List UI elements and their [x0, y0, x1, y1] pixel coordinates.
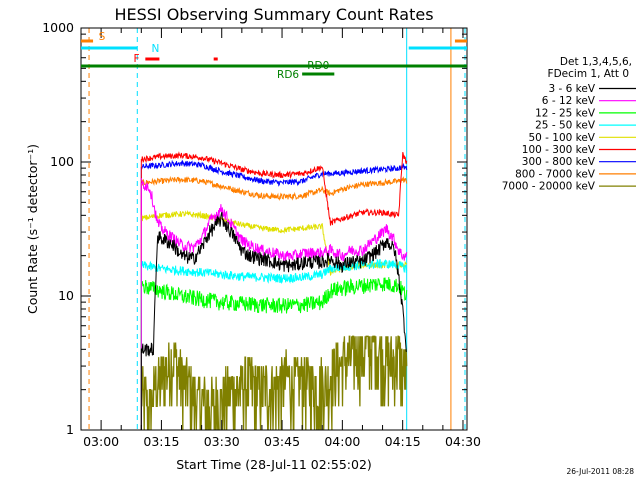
x-tick-label-1: 03:15 — [143, 434, 179, 449]
x-tick-label-3: 03:45 — [264, 434, 300, 449]
flag-label-rd6: RD6 — [277, 69, 299, 81]
x-axis-label: Start Time (28-Jul-11 02:55:02) — [176, 457, 372, 472]
y-tick-label-1: 10 — [58, 288, 74, 303]
legend-label-6: 300 - 800 keV — [522, 156, 596, 168]
series-line-12to25keV — [140, 277, 408, 314]
legend-label-3: 25 - 50 keV — [535, 120, 596, 132]
legend-label-8: 7000 - 20000 keV — [502, 181, 596, 193]
chart-title: HESSI Observing Summary Count Rates — [114, 5, 433, 24]
flag-label-f: F — [133, 53, 139, 65]
flag-label-rd0: RD0 — [307, 60, 329, 72]
legend: Det 1,3,4,5,6, FDecim 1, Att 0 3 - 6 keV… — [502, 56, 636, 193]
legend-label-4: 50 - 100 keV — [528, 132, 595, 144]
series-line-100to300keV — [140, 151, 408, 226]
x-tick-label-5: 04:15 — [385, 434, 421, 449]
y-tick-label-2: 100 — [50, 154, 74, 169]
series-line-800to7000keV — [140, 175, 408, 201]
flag-label-n: N — [151, 43, 159, 55]
y-tick-label-3: 1000 — [42, 20, 74, 35]
x-tick-label-2: 03:30 — [204, 434, 240, 449]
x-tick-label-6: 04:30 — [445, 434, 481, 449]
flag-label-s: S — [99, 31, 106, 43]
series-line-3to6keV — [140, 211, 407, 357]
x-tick-label-0: 03:00 — [83, 434, 119, 449]
series-line-7000to20000keV — [140, 335, 408, 430]
legend-label-5: 100 - 300 keV — [522, 144, 596, 156]
series-line-25to50keV — [140, 258, 408, 285]
legend-header-1: Det 1,3,4,5,6, — [560, 56, 632, 68]
plot-frame — [80, 27, 468, 431]
series-line-6to12keV — [140, 178, 408, 262]
legend-label-1: 6 - 12 keV — [542, 95, 596, 107]
timestamp: 26-Jul-2011 08:28 — [566, 467, 634, 476]
series-line-300to800keV — [140, 159, 408, 187]
y-axis-label: Count Rate (s⁻¹ detector⁻¹) — [25, 144, 40, 314]
x-tick-label-4: 04:00 — [324, 434, 360, 449]
legend-label-7: 800 - 7000 keV — [515, 168, 596, 180]
legend-label-2: 12 - 25 keV — [535, 107, 596, 119]
legend-label-0: 3 - 6 keV — [548, 83, 595, 95]
axis-ticks: 03:00 03:15 03:30 03:45 04:00 04:15 04:30 1 10 10… — [42, 20, 481, 449]
y-tick-label-0: 1 — [66, 422, 74, 437]
legend-header-2: FDecim 1, Att 0 — [548, 68, 629, 80]
